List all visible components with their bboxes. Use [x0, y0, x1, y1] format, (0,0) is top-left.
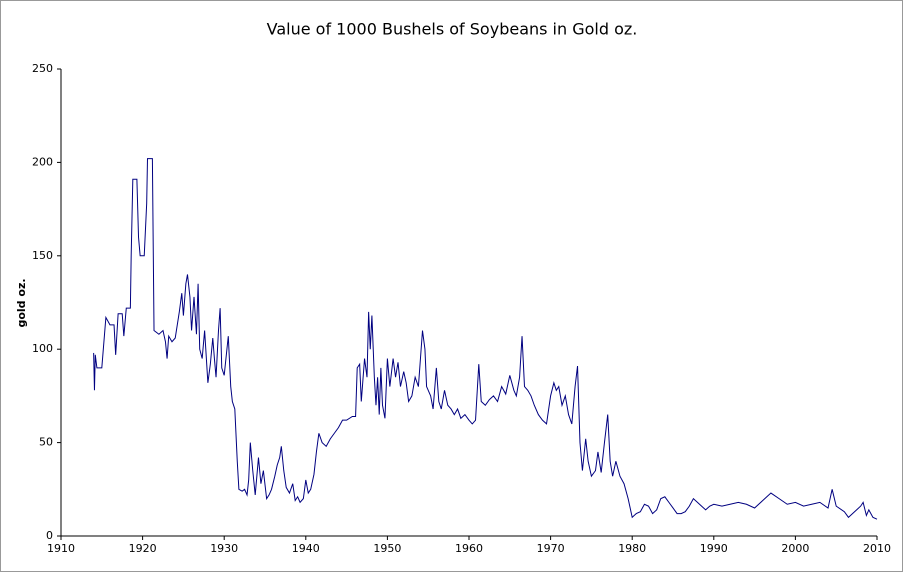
y-tick-label: 0 — [46, 529, 53, 542]
y-tick-label: 200 — [32, 155, 53, 168]
x-tick-label: 1930 — [210, 542, 238, 555]
x-tick-label: 1950 — [373, 542, 401, 555]
x-tick-label: 2000 — [781, 542, 809, 555]
x-tick-label: 1970 — [537, 542, 565, 555]
x-tick-label: 2010 — [863, 542, 891, 555]
y-tick-label: 150 — [32, 249, 53, 262]
data-line — [93, 158, 878, 520]
x-tick-label: 1990 — [700, 542, 728, 555]
y-tick-label: 100 — [32, 342, 53, 355]
y-tick-label: 250 — [32, 62, 53, 75]
x-tick-label: 1910 — [47, 542, 75, 555]
chart-title: Value of 1000 Bushels of Soybeans in Gol… — [267, 20, 638, 39]
y-axis-label: gold oz. — [15, 278, 28, 327]
x-tick-label: 1980 — [618, 542, 646, 555]
x-tick-label: 1920 — [129, 542, 157, 555]
x-tick-label: 1960 — [455, 542, 483, 555]
x-tick-label: 1940 — [292, 542, 320, 555]
y-tick-label: 50 — [39, 436, 53, 449]
